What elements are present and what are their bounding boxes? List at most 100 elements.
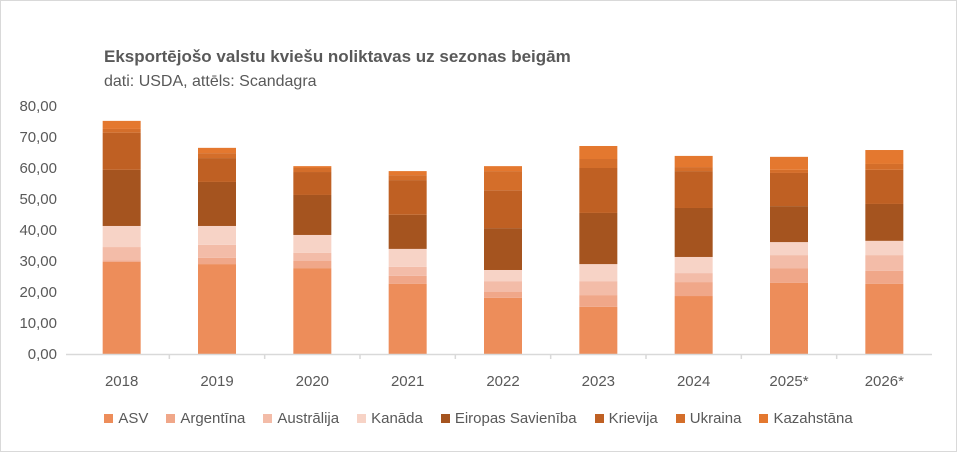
bar-segment-asv-2023: [579, 306, 618, 354]
legend-swatch: [104, 414, 114, 423]
legend-item: Kanāda: [357, 410, 423, 427]
bar-segment-eiropas-savienība-2019: [198, 181, 236, 226]
bar-segment-asv-2026: [865, 283, 904, 354]
legend-swatch: [357, 414, 367, 423]
bar-segment-argentīna-2023: [579, 295, 618, 307]
y-tick-label: 70,00: [19, 129, 57, 146]
bar-segment-eiropas-savienība-2022: [484, 228, 522, 270]
bar-segment-kazahstāna-2020: [293, 166, 332, 168]
bar-segment-argentīna-2026: [865, 270, 904, 284]
bar-segment-eiropas-savienība-2024: [674, 207, 713, 257]
chart-subtitle: dati: USDA, attēls: Scandagra: [104, 73, 317, 90]
bar-segment-eiropas-savienība-2018: [102, 169, 141, 226]
bar-segment-ukraina-2020: [293, 168, 332, 173]
bar-segment-ukraina-2025: [770, 169, 808, 173]
bar-segment-eiropas-savienība-2026: [865, 203, 904, 241]
bar-segment-kanāda-2025: [770, 242, 808, 256]
bar-segment-ukraina-2024: [674, 167, 713, 172]
bar-segment-kanāda-2023: [579, 264, 618, 282]
bar-segment-eiropas-savienība-2025: [770, 206, 808, 243]
legend-label: Ukraina: [689, 410, 742, 427]
bar-segment-argentīna-2020: [293, 261, 332, 269]
bar-segment-asv-2020: [293, 268, 332, 354]
x-tick-label: 2022: [486, 373, 519, 390]
chart-title: Eksportējošo valstu kviešu noliktavas uz…: [104, 47, 571, 66]
bar-segment-kanāda-2020: [293, 234, 332, 253]
bar-segment-krievija-2024: [674, 171, 713, 208]
bar-segment-ukraina-2019: [198, 153, 236, 159]
bar-segment-asv-2019: [198, 264, 236, 354]
legend-item: Argentīna: [166, 410, 245, 427]
y-tick-label: 20,00: [19, 284, 57, 301]
bar-segment-krievija-2022: [484, 190, 522, 229]
bar-segment-austrālija-2019: [198, 244, 236, 258]
legend-item: ASV: [104, 410, 148, 427]
bar-segment-krievija-2023: [579, 168, 618, 213]
bar-segment-asv-2025: [770, 282, 808, 354]
bar-segment-eiropas-savienība-2021: [388, 214, 427, 249]
bar-segment-ukraina-2021: [388, 175, 427, 181]
bar-segment-austrālija-2025: [770, 255, 808, 269]
bar-segment-austrālija-2022: [484, 281, 522, 292]
legend-label: Krievija: [608, 410, 658, 427]
bar-segment-kazahstāna-2025: [770, 156, 808, 170]
legend-item: Ukraina: [675, 410, 742, 427]
bar-segment-kanāda-2018: [102, 225, 141, 248]
x-tick-label: 2025*: [769, 373, 808, 390]
bar-segment-asv-2024: [674, 296, 713, 354]
x-tick-label: 2018: [105, 373, 138, 390]
bar-segment-kazahstāna-2018: [102, 120, 141, 129]
y-tick-label: 40,00: [19, 222, 57, 239]
bar-segment-krievija-2019: [198, 158, 236, 182]
legend-swatch: [440, 414, 450, 423]
legend-label: Argentīna: [180, 410, 246, 427]
bar-segment-kazahstāna-2021: [388, 171, 427, 176]
legend-label: Eiropas Savienība: [454, 410, 577, 427]
bar-segment-krievija-2020: [293, 172, 332, 195]
bar-segment-argentīna-2018: [102, 260, 141, 262]
bar-segment-kazahstāna-2019: [198, 147, 236, 154]
bar-segment-argentīna-2021: [388, 275, 427, 284]
bar-segment-austrālija-2023: [579, 281, 618, 296]
bar-segment-austrālija-2018: [102, 247, 141, 261]
bar-segment-kazahstāna-2023: [579, 145, 618, 160]
legend-label: Kanāda: [371, 410, 423, 427]
bar-segment-ukraina-2023: [579, 159, 618, 168]
bar-segment-argentīna-2024: [674, 282, 713, 297]
legend-swatch: [594, 414, 604, 423]
bar-segment-argentīna-2022: [484, 292, 522, 298]
bar-segment-kanāda-2024: [674, 256, 713, 274]
bar-segment-ukraina-2022: [484, 171, 522, 191]
bar-segment-kazahstāna-2024: [674, 155, 713, 168]
bar-segment-krievija-2018: [102, 132, 141, 170]
y-tick-label: 80,00: [19, 98, 57, 115]
bar-segment-krievija-2026: [865, 169, 904, 204]
bar-segment-eiropas-savienība-2023: [579, 212, 618, 265]
x-tick-label: 2020: [296, 373, 329, 390]
x-tick-label: 2026*: [865, 373, 904, 390]
legend-item: Eiropas Savienība: [440, 410, 577, 427]
bar-segment-kanāda-2022: [484, 269, 522, 282]
bar-segment-austrālija-2026: [865, 255, 904, 271]
y-tick-label: 0,00: [28, 346, 57, 363]
legend-swatch: [675, 414, 685, 423]
legend-swatch: [263, 414, 273, 423]
legend: ASV Argentīna Austrālija Kanāda Eiropas Savi…: [0, 410, 957, 427]
bar-segment-eiropas-savienība-2020: [293, 194, 332, 235]
bar-segment-asv-2018: [102, 261, 141, 354]
bar-segment-argentīna-2025: [770, 268, 808, 283]
bar-segment-ukraina-2026: [865, 163, 904, 170]
x-tick-label: 2021: [391, 373, 424, 390]
legend-swatch: [166, 414, 176, 423]
bar-segment-kanāda-2019: [198, 225, 236, 245]
bar-segment-kanāda-2026: [865, 240, 904, 256]
bar-segment-kazahstāna-2022: [484, 166, 522, 172]
bar-segment-austrālija-2020: [293, 252, 332, 261]
bar-segment-kanāda-2021: [388, 248, 427, 267]
legend-label: ASV: [118, 410, 149, 427]
legend-swatch: [759, 414, 769, 423]
x-tick-label: 2023: [582, 373, 615, 390]
bar-segment-argentīna-2019: [198, 257, 236, 265]
x-tick-label: 2024: [677, 373, 710, 390]
